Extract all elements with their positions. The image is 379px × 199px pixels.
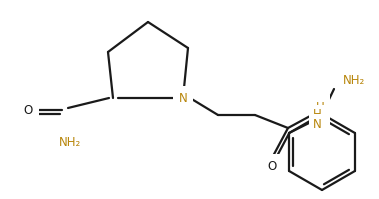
Text: N: N [179,92,187,104]
Text: NH₂: NH₂ [343,74,365,88]
Text: NH₂: NH₂ [59,136,81,148]
Text: O: O [267,160,277,173]
Text: N: N [313,117,321,131]
Text: O: O [23,103,33,116]
Text: H: H [313,108,321,122]
Text: H
N: H N [316,101,324,129]
